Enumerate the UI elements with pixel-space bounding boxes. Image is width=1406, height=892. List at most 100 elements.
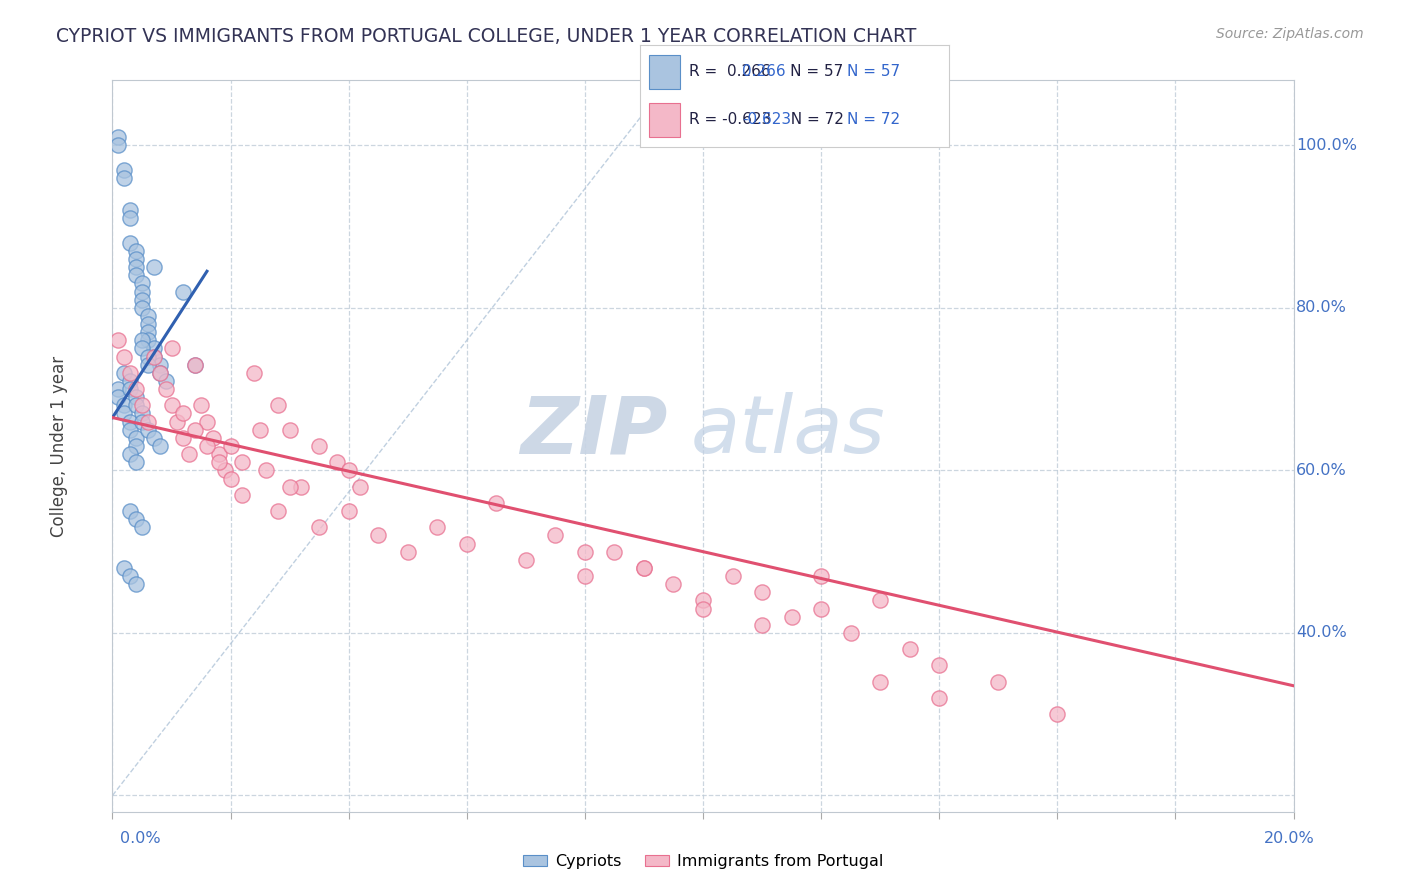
Point bbox=[898, 642, 921, 657]
Point bbox=[208, 455, 231, 469]
Point bbox=[243, 366, 266, 380]
Point bbox=[112, 407, 135, 421]
Point bbox=[120, 447, 142, 461]
Point bbox=[131, 293, 153, 307]
Point bbox=[195, 415, 218, 429]
Point bbox=[125, 390, 148, 404]
Point bbox=[112, 170, 135, 185]
Point bbox=[125, 244, 148, 258]
Point bbox=[1046, 707, 1069, 722]
Point bbox=[149, 358, 172, 372]
Point bbox=[142, 350, 165, 364]
Point bbox=[136, 358, 159, 372]
Point bbox=[337, 463, 360, 477]
Point bbox=[107, 334, 129, 348]
Point bbox=[456, 536, 478, 550]
Point bbox=[155, 374, 177, 388]
Point bbox=[149, 366, 172, 380]
Text: Source: ZipAtlas.com: Source: ZipAtlas.com bbox=[1216, 27, 1364, 41]
Point bbox=[107, 382, 129, 396]
Point bbox=[131, 277, 153, 291]
Point bbox=[120, 504, 142, 518]
Point bbox=[136, 415, 159, 429]
Point bbox=[125, 382, 148, 396]
Point bbox=[107, 138, 129, 153]
Point bbox=[485, 496, 508, 510]
Point bbox=[112, 162, 135, 177]
Text: N = 57: N = 57 bbox=[846, 63, 900, 78]
Point bbox=[249, 423, 271, 437]
Point bbox=[326, 455, 349, 469]
Point bbox=[120, 211, 142, 226]
Text: CYPRIOT VS IMMIGRANTS FROM PORTUGAL COLLEGE, UNDER 1 YEAR CORRELATION CHART: CYPRIOT VS IMMIGRANTS FROM PORTUGAL COLL… bbox=[56, 27, 917, 45]
Point bbox=[751, 617, 773, 632]
Point bbox=[987, 674, 1010, 689]
Point bbox=[131, 342, 153, 356]
Text: ZIP: ZIP bbox=[520, 392, 668, 470]
Text: R = -0.623    N = 72: R = -0.623 N = 72 bbox=[689, 112, 844, 127]
Point bbox=[603, 544, 626, 558]
Text: 20.0%: 20.0% bbox=[1264, 831, 1315, 846]
Point bbox=[136, 325, 159, 339]
Point bbox=[131, 334, 153, 348]
Point bbox=[195, 439, 218, 453]
Point bbox=[184, 358, 207, 372]
Text: 60.0%: 60.0% bbox=[1296, 463, 1347, 478]
Point bbox=[172, 431, 194, 445]
Text: 40.0%: 40.0% bbox=[1296, 625, 1347, 640]
Point bbox=[928, 690, 950, 705]
Point bbox=[112, 561, 135, 575]
Point bbox=[219, 439, 242, 453]
Text: 80.0%: 80.0% bbox=[1296, 301, 1347, 316]
Point bbox=[515, 553, 537, 567]
Point bbox=[142, 260, 165, 275]
Point bbox=[214, 463, 236, 477]
Point bbox=[131, 301, 153, 315]
Point bbox=[308, 520, 330, 534]
Point bbox=[166, 415, 188, 429]
Point bbox=[131, 285, 153, 299]
Point bbox=[120, 382, 142, 396]
Point bbox=[131, 407, 153, 421]
Point bbox=[120, 366, 142, 380]
Point bbox=[160, 398, 183, 412]
Point bbox=[142, 342, 165, 356]
Point bbox=[254, 463, 277, 477]
Point bbox=[136, 350, 159, 364]
Point bbox=[131, 415, 153, 429]
Point bbox=[231, 488, 253, 502]
Point bbox=[201, 431, 224, 445]
Point bbox=[278, 480, 301, 494]
Bar bbox=[650, 55, 681, 88]
Point bbox=[633, 561, 655, 575]
Point bbox=[751, 585, 773, 599]
Point bbox=[149, 366, 172, 380]
Point bbox=[692, 601, 714, 615]
Point bbox=[120, 374, 142, 388]
Point bbox=[349, 480, 371, 494]
Point bbox=[396, 544, 419, 558]
Point bbox=[184, 423, 207, 437]
Text: 0.0%: 0.0% bbox=[120, 831, 160, 846]
Point bbox=[692, 593, 714, 607]
Point bbox=[160, 342, 183, 356]
Point bbox=[662, 577, 685, 591]
Point bbox=[131, 520, 153, 534]
Text: -0.623: -0.623 bbox=[742, 112, 792, 127]
Text: atlas: atlas bbox=[692, 392, 886, 470]
Text: 100.0%: 100.0% bbox=[1296, 137, 1357, 153]
Point bbox=[136, 423, 159, 437]
Point bbox=[136, 334, 159, 348]
Point bbox=[125, 577, 148, 591]
Legend: Cypriots, Immigrants from Portugal: Cypriots, Immigrants from Portugal bbox=[516, 847, 890, 875]
Point bbox=[367, 528, 389, 542]
Point bbox=[267, 504, 290, 518]
Point bbox=[337, 504, 360, 518]
Point bbox=[810, 569, 832, 583]
Point bbox=[142, 431, 165, 445]
Point bbox=[125, 252, 148, 266]
Point bbox=[120, 423, 142, 437]
Point bbox=[149, 439, 172, 453]
Point bbox=[267, 398, 290, 412]
Bar bbox=[650, 103, 681, 137]
